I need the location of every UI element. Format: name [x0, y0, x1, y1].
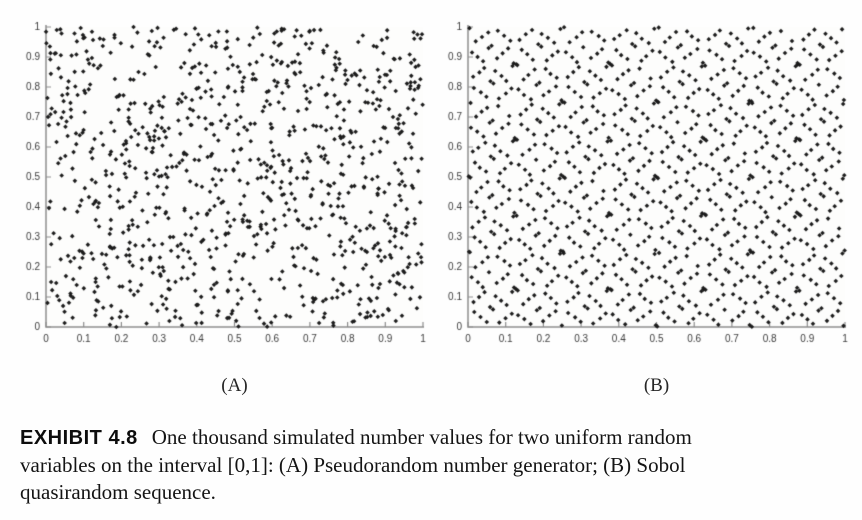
panel-b-label: (B): [643, 375, 670, 396]
caption-exhibit-label: EXHIBIT 4.8: [20, 427, 138, 449]
caption-text-1: One thousand simulated number values for…: [151, 425, 692, 449]
caption-line-1: EXHIBIT 4.8 One thousand simulated number…: [20, 424, 840, 452]
caption-line-2: variables on the interval [0,1]: (A) Pse…: [20, 453, 686, 477]
figure-caption: EXHIBIT 4.8 One thousand simulated number…: [20, 424, 840, 506]
plot-a-canvas: [8, 12, 438, 357]
caption-line-3: quasirandom sequence.: [20, 480, 216, 504]
plot-b-canvas: [430, 12, 860, 357]
panel-a-label: (A): [221, 375, 248, 396]
